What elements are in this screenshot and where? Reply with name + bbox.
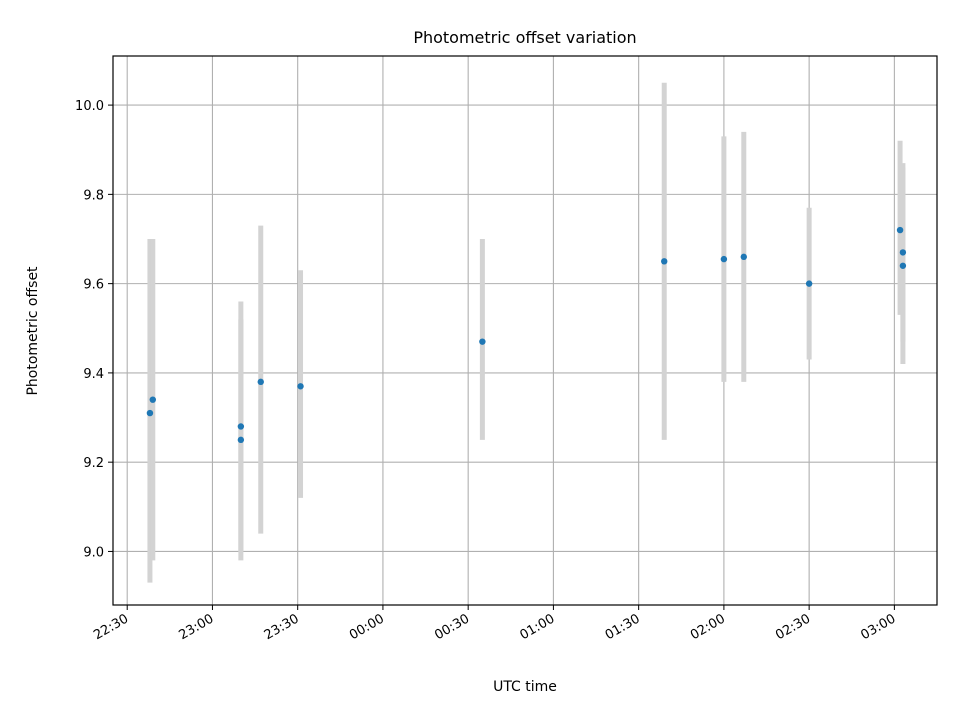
data-point: [899, 262, 907, 269]
data-point: [297, 383, 304, 390]
data-point: [146, 409, 154, 417]
data-point: [237, 436, 245, 444]
y-tick-label: 9.4: [83, 367, 104, 382]
data-point: [479, 338, 486, 345]
data-point: [896, 226, 904, 234]
y-tick-label: 9.0: [83, 545, 104, 560]
y-tick-label: 9.2: [83, 456, 104, 471]
data-points: [146, 226, 907, 444]
x-axis-label: UTC time: [493, 679, 557, 695]
y-tick-label: 9.8: [83, 188, 104, 203]
plot-frame: [112, 55, 938, 606]
data-point: [237, 423, 245, 430]
data-point: [805, 280, 813, 287]
data-point: [899, 249, 907, 256]
data-point: [257, 378, 264, 386]
y-tick-label: 10.0: [75, 99, 104, 114]
y-axis: 9.0 9.2 9.4 9.6 9.8 10.0: [75, 99, 113, 560]
chart-title: Photometric offset variation: [413, 28, 636, 47]
data-point: [149, 396, 156, 403]
data-point: [740, 253, 747, 261]
y-axis-label: Photometric offset: [25, 266, 41, 396]
data-point: [720, 255, 728, 263]
y-tick-label: 9.6: [83, 278, 104, 293]
data-point: [661, 258, 668, 265]
